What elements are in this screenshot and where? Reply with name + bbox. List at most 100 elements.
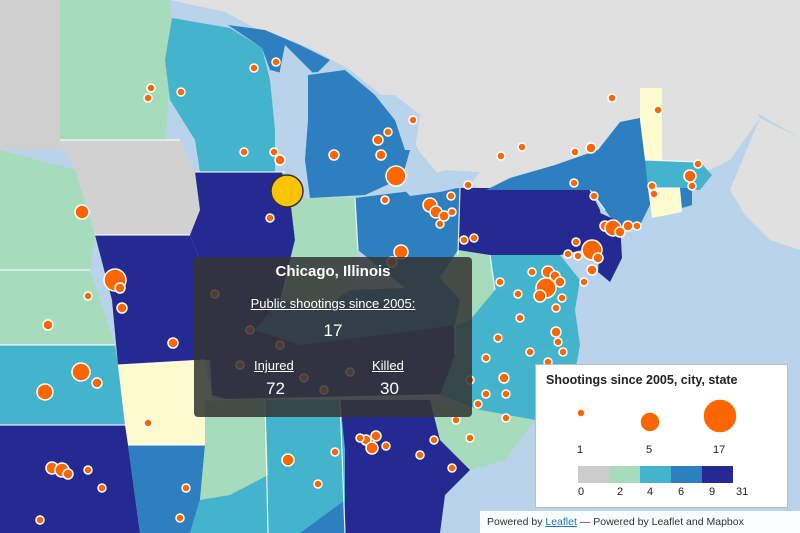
city-marker[interactable] xyxy=(42,319,54,331)
city-marker[interactable] xyxy=(62,468,74,480)
city-marker[interactable] xyxy=(381,441,391,451)
city-marker[interactable] xyxy=(550,326,562,338)
city-marker[interactable] xyxy=(408,115,418,125)
selected-city-marker[interactable] xyxy=(270,174,304,208)
city-marker[interactable] xyxy=(83,465,93,475)
city-marker[interactable] xyxy=(496,151,506,161)
city-marker[interactable] xyxy=(554,276,566,288)
city-marker[interactable] xyxy=(586,264,598,276)
city-marker[interactable] xyxy=(97,483,107,493)
city-marker[interactable] xyxy=(607,93,617,103)
city-marker[interactable] xyxy=(632,221,642,231)
city-marker[interactable] xyxy=(585,142,597,154)
city-marker[interactable] xyxy=(592,252,604,264)
city-marker[interactable] xyxy=(571,237,581,247)
city-marker[interactable] xyxy=(558,347,568,357)
map-legend: Shootings since 2005, city, state 1 5 17… xyxy=(535,364,788,508)
city-marker[interactable] xyxy=(269,147,279,157)
city-marker[interactable] xyxy=(265,213,275,223)
city-marker[interactable] xyxy=(35,515,45,525)
city-marker[interactable] xyxy=(527,267,537,277)
popup-subtitle: Public shootings since 2005: xyxy=(250,296,416,311)
city-marker[interactable] xyxy=(447,463,457,473)
city-marker[interactable] xyxy=(415,450,425,460)
city-marker[interactable] xyxy=(525,347,535,357)
city-marker[interactable] xyxy=(501,413,511,423)
city-marker[interactable] xyxy=(551,303,561,313)
city-marker[interactable] xyxy=(146,83,156,93)
city-marker[interactable] xyxy=(446,191,456,201)
city-marker[interactable] xyxy=(83,291,93,301)
iowa-state xyxy=(60,140,200,235)
city-marker[interactable] xyxy=(589,191,599,201)
city-marker[interactable] xyxy=(493,333,503,343)
city-marker[interactable] xyxy=(557,293,567,303)
city-marker[interactable] xyxy=(573,251,583,261)
city-marker[interactable] xyxy=(647,181,657,191)
city-marker[interactable] xyxy=(274,154,286,166)
city-marker[interactable] xyxy=(375,149,387,161)
city-marker[interactable] xyxy=(239,147,249,157)
city-marker[interactable] xyxy=(328,149,340,161)
city-marker[interactable] xyxy=(271,57,281,67)
city-marker[interactable] xyxy=(181,483,191,493)
city-marker[interactable] xyxy=(370,430,382,442)
city-marker[interactable] xyxy=(513,289,523,299)
city-marker[interactable] xyxy=(74,204,90,220)
city-marker[interactable] xyxy=(355,433,365,443)
city-marker[interactable] xyxy=(570,147,580,157)
city-marker[interactable] xyxy=(447,207,457,217)
city-marker[interactable] xyxy=(481,389,491,399)
city-marker[interactable] xyxy=(380,195,390,205)
city-marker[interactable] xyxy=(498,372,510,384)
city-marker[interactable] xyxy=(143,418,153,428)
city-marker[interactable] xyxy=(614,226,626,238)
city-marker[interactable] xyxy=(435,219,445,229)
city-marker[interactable] xyxy=(649,189,659,199)
missouri-state xyxy=(95,235,205,365)
city-marker[interactable] xyxy=(459,235,469,245)
city-marker[interactable] xyxy=(167,337,179,349)
city-marker[interactable] xyxy=(116,302,128,314)
city-marker[interactable] xyxy=(365,441,379,455)
city-marker[interactable] xyxy=(622,220,634,232)
city-marker[interactable] xyxy=(683,169,697,183)
city-marker[interactable] xyxy=(372,134,384,146)
city-marker[interactable] xyxy=(249,63,259,73)
city-marker[interactable] xyxy=(495,277,505,287)
city-marker[interactable] xyxy=(569,178,579,188)
city-marker[interactable] xyxy=(91,377,103,389)
city-marker[interactable] xyxy=(553,337,563,347)
city-marker[interactable] xyxy=(579,277,589,287)
city-marker[interactable] xyxy=(281,453,295,467)
city-marker[interactable] xyxy=(533,289,547,303)
city-marker[interactable] xyxy=(429,435,439,445)
city-marker[interactable] xyxy=(517,142,527,152)
city-marker[interactable] xyxy=(473,399,483,409)
city-marker[interactable] xyxy=(687,181,697,191)
city-marker[interactable] xyxy=(36,383,54,401)
city-marker[interactable] xyxy=(71,362,91,382)
city-marker[interactable] xyxy=(515,313,525,323)
city-marker[interactable] xyxy=(175,513,185,523)
leaflet-link[interactable]: Leaflet xyxy=(545,516,577,528)
city-marker[interactable] xyxy=(463,180,473,190)
city-marker[interactable] xyxy=(330,447,340,457)
city-marker[interactable] xyxy=(383,127,393,137)
city-marker[interactable] xyxy=(438,210,450,222)
city-marker[interactable] xyxy=(693,159,703,169)
city-marker[interactable] xyxy=(653,105,663,115)
city-marker[interactable] xyxy=(481,353,491,363)
alabama-state xyxy=(265,400,345,533)
city-marker[interactable] xyxy=(385,165,407,187)
city-marker[interactable] xyxy=(465,433,475,443)
city-marker[interactable] xyxy=(563,249,573,259)
city-marker[interactable] xyxy=(313,479,323,489)
city-marker[interactable] xyxy=(176,87,186,97)
city-marker[interactable] xyxy=(451,415,461,425)
city-marker[interactable] xyxy=(469,233,479,243)
city-marker[interactable] xyxy=(114,282,126,294)
city-marker[interactable] xyxy=(143,93,153,103)
city-marker[interactable] xyxy=(501,389,511,399)
